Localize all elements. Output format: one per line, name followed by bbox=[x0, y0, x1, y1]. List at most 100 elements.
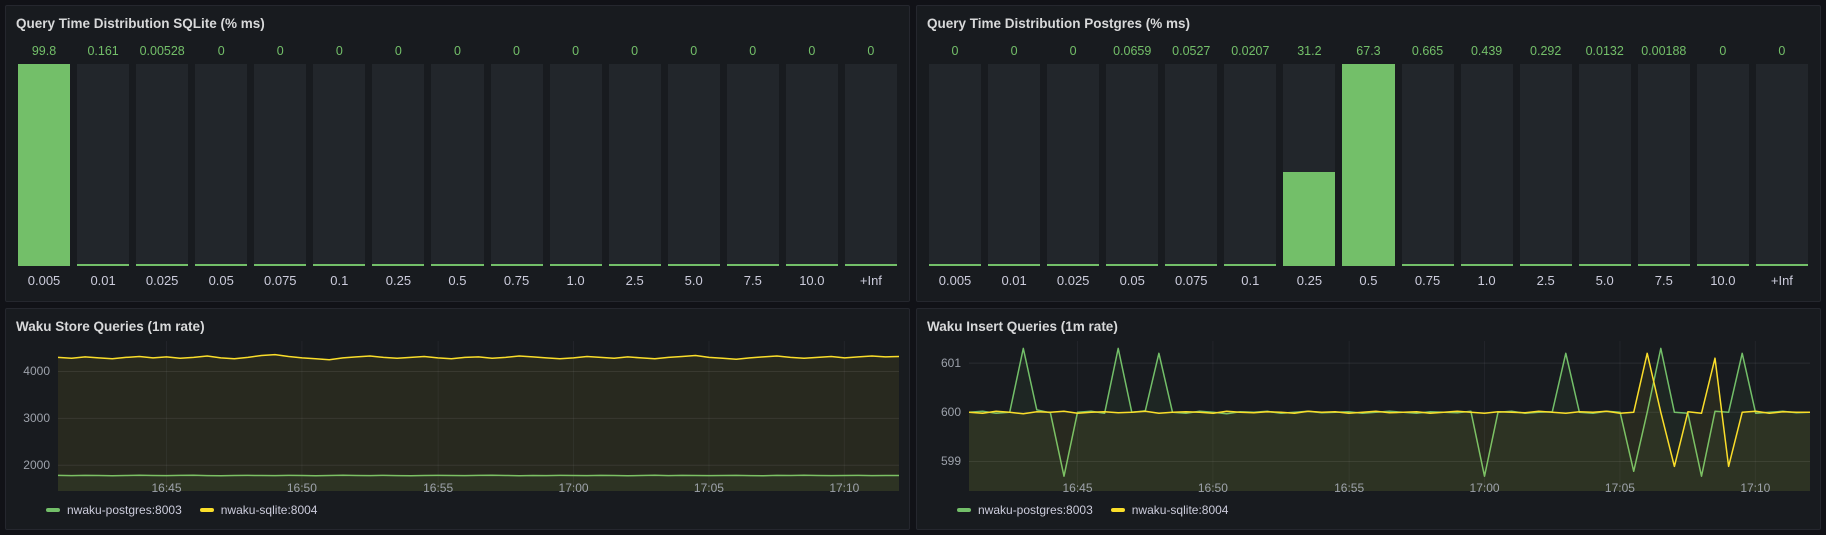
bar-gauge-cell: 0.00188 7.5 bbox=[1637, 40, 1690, 291]
bar-gauge[interactable] bbox=[313, 64, 366, 266]
x-axis-label: 16:55 bbox=[423, 481, 454, 495]
bucket-label: 7.5 bbox=[1654, 273, 1673, 288]
bar-gauge-cell: 0 0.005 bbox=[929, 40, 982, 291]
bar-gauge-cell: 0.292 2.5 bbox=[1519, 40, 1572, 291]
legend-item-nwaku-postgres:8003[interactable]: nwaku-postgres:8003 bbox=[957, 503, 1093, 517]
bar-gauge[interactable] bbox=[136, 64, 189, 266]
panel-title[interactable]: Query Time Distribution Postgres (% ms) bbox=[927, 16, 1191, 31]
bar-gauge[interactable] bbox=[1047, 64, 1100, 266]
legend-series-label: nwaku-postgres:8003 bbox=[978, 503, 1093, 517]
series-line-nwaku-sqlite:8004 bbox=[58, 353, 899, 361]
plot-area[interactable] bbox=[969, 341, 1810, 491]
bucket-label: 0.075 bbox=[1175, 273, 1208, 288]
bar-value-label: 0 bbox=[572, 44, 580, 58]
bar-gauge-cell: 99.8 0.005 bbox=[18, 40, 71, 291]
x-axis-label: 16:50 bbox=[286, 481, 317, 495]
bucket-label: 10.0 bbox=[1710, 273, 1736, 288]
bar-value-label: 0.00188 bbox=[1641, 44, 1687, 58]
panel-waku-insert-queries: Waku Insert Queries (1m rate) 599 600 601 … bbox=[916, 308, 1821, 530]
bar-gauge[interactable] bbox=[18, 64, 71, 266]
bar-value-label: 0 bbox=[1719, 44, 1727, 58]
bar-gauge[interactable] bbox=[1696, 64, 1749, 266]
bar-gauge[interactable] bbox=[726, 64, 779, 266]
bar-gauge-cell: 0 0.075 bbox=[254, 40, 307, 291]
bar-gauge-fill bbox=[1696, 263, 1749, 266]
bar-gauge-fill bbox=[844, 263, 897, 266]
bucket-label: 0.75 bbox=[1414, 273, 1441, 288]
bar-gauge-fill bbox=[988, 263, 1041, 266]
bar-gauge-fill bbox=[1283, 172, 1336, 266]
bar-gauge[interactable] bbox=[1755, 64, 1808, 266]
legend-series-color-marker bbox=[957, 508, 971, 512]
bar-value-label: 67.3 bbox=[1356, 44, 1381, 58]
bar-value-label: 0 bbox=[453, 44, 461, 58]
bar-gauge-fill bbox=[372, 263, 425, 266]
bar-gauge[interactable] bbox=[77, 64, 130, 266]
x-axis: 16:45 16:50 16:55 17:00 17:05 17:10 bbox=[58, 477, 899, 497]
bar-gauge[interactable] bbox=[1106, 64, 1159, 266]
series-area-nwaku-postgres:8003 bbox=[58, 475, 899, 491]
bucket-label: 0.1 bbox=[1241, 273, 1260, 288]
bar-gauge[interactable] bbox=[1165, 64, 1218, 266]
bar-gauge[interactable] bbox=[667, 64, 720, 266]
legend-item-nwaku-sqlite:8004[interactable]: nwaku-sqlite:8004 bbox=[1110, 503, 1229, 517]
panel-title[interactable]: Waku Insert Queries (1m rate) bbox=[927, 319, 1118, 334]
panel-title[interactable]: Query Time Distribution SQLite (% ms) bbox=[16, 16, 265, 31]
bar-gauge-cell: 0 0.1 bbox=[313, 40, 366, 291]
bar-value-label: 0 bbox=[690, 44, 698, 58]
bar-gauge[interactable] bbox=[1637, 64, 1690, 266]
x-axis-label: 16:45 bbox=[1062, 481, 1093, 495]
bar-gauge[interactable] bbox=[844, 64, 897, 266]
bar-gauge[interactable] bbox=[1283, 64, 1336, 266]
bar-gauge[interactable] bbox=[1401, 64, 1454, 266]
y-axis: 599 600 601 bbox=[927, 341, 969, 477]
timeseries-chart[interactable] bbox=[969, 341, 1810, 491]
y-axis-label: 3000 bbox=[23, 411, 50, 426]
bucket-label: 0.1 bbox=[330, 273, 349, 288]
timeseries-chart[interactable] bbox=[58, 341, 899, 491]
legend-series-label: nwaku-sqlite:8004 bbox=[1131, 503, 1229, 517]
plot-area[interactable] bbox=[58, 341, 899, 491]
bar-gauge-fill bbox=[1578, 263, 1631, 266]
bar-gauge[interactable] bbox=[431, 64, 484, 266]
bar-gauge-cell: 0.0207 0.1 bbox=[1224, 40, 1277, 291]
bar-gauge[interactable] bbox=[1578, 64, 1631, 266]
bar-gauge[interactable] bbox=[372, 64, 425, 266]
y-axis-label: 600 bbox=[940, 405, 961, 420]
series-area-nwaku-sqlite:8004 bbox=[969, 353, 1810, 491]
bar-gauge[interactable] bbox=[1224, 64, 1277, 266]
bar-gauge-fill bbox=[490, 263, 543, 266]
bar-gauge[interactable] bbox=[254, 64, 307, 266]
bar-gauge-fill bbox=[1401, 263, 1454, 266]
bucket-label: 0.5 bbox=[448, 273, 467, 288]
bar-gauge[interactable] bbox=[549, 64, 602, 266]
legend-item-nwaku-sqlite:8004[interactable]: nwaku-sqlite:8004 bbox=[199, 503, 317, 517]
bar-gauge-fill bbox=[1637, 263, 1690, 266]
bar-gauge[interactable] bbox=[490, 64, 543, 266]
bar-gauge[interactable] bbox=[608, 64, 661, 266]
bar-gauge-cell: 0.0659 0.05 bbox=[1106, 40, 1159, 291]
bar-value-label: 0.292 bbox=[1530, 44, 1562, 58]
bar-gauge-fill bbox=[18, 64, 71, 266]
bucket-label: 0.005 bbox=[938, 273, 972, 288]
bar-gauge[interactable] bbox=[929, 64, 982, 266]
bucket-label: 0.025 bbox=[1056, 273, 1090, 288]
bar-gauge[interactable] bbox=[195, 64, 248, 266]
bar-value-label: 0 bbox=[276, 44, 284, 58]
bar-gauge[interactable] bbox=[1519, 64, 1572, 266]
bar-gauge[interactable] bbox=[988, 64, 1041, 266]
bar-gauge[interactable] bbox=[1342, 64, 1395, 266]
bar-gauge-fill bbox=[431, 263, 484, 266]
bar-gauge[interactable] bbox=[785, 64, 838, 266]
bar-value-label: 99.8 bbox=[31, 44, 57, 58]
legend-series-label: nwaku-postgres:8003 bbox=[67, 503, 182, 517]
bar-gauge-cell: 0.161 0.01 bbox=[77, 40, 130, 291]
bucket-label: 7.5 bbox=[743, 273, 762, 288]
bar-gauge-cell: 0 +Inf bbox=[844, 40, 897, 291]
histogram-bar-gauge: 99.8 0.005 0.161 0.01 0.00528 0.025 0 0.05 0 0.07… bbox=[16, 38, 899, 291]
panel-query-time-distribution-sqlite: Query Time Distribution SQLite (% ms) 99… bbox=[5, 5, 910, 302]
panel-title[interactable]: Waku Store Queries (1m rate) bbox=[16, 319, 205, 334]
bar-gauge-cell: 0 0.05 bbox=[195, 40, 248, 291]
legend-item-nwaku-postgres:8003[interactable]: nwaku-postgres:8003 bbox=[46, 503, 182, 517]
bar-gauge[interactable] bbox=[1460, 64, 1513, 266]
